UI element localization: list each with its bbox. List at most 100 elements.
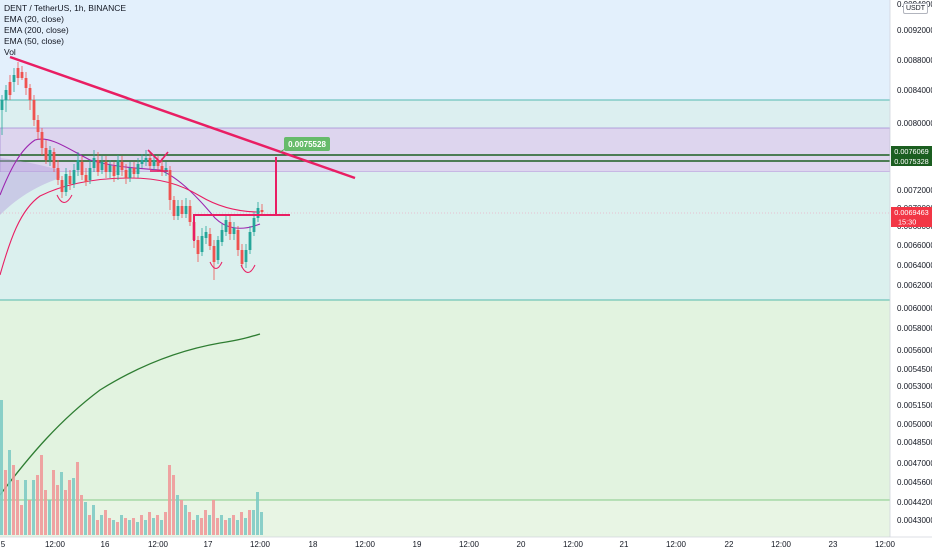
candle	[72, 164, 76, 188]
candle	[92, 150, 96, 172]
price-label: 0.0092000	[897, 26, 932, 35]
price-label: 0.0053000	[897, 382, 932, 391]
volume-bar	[92, 505, 95, 535]
volume-bar	[228, 518, 231, 535]
breakout-measure-base[interactable]	[193, 214, 290, 241]
volume-bar	[172, 475, 175, 535]
candle	[220, 224, 224, 246]
volume-bar	[0, 400, 3, 535]
candle	[8, 75, 12, 100]
volume-bar	[220, 515, 223, 535]
volume-bar	[212, 500, 215, 535]
volume-bar	[36, 475, 39, 535]
indicator-vol[interactable]: Vol	[4, 47, 16, 57]
price-label: 0.0062000	[897, 281, 932, 290]
volume-bar	[180, 500, 183, 535]
volume-bar	[52, 470, 55, 535]
curve-mark-2	[209, 261, 223, 269]
candle	[176, 200, 180, 220]
candle	[212, 240, 216, 280]
symbol-title[interactable]: DENT / TetherUS, 1h, BINANCE	[4, 3, 127, 13]
time-label: 12:00	[771, 540, 792, 549]
zone-teal-upper	[0, 100, 890, 128]
volume-bar	[184, 505, 187, 535]
indicator-ema20[interactable]: EMA (20, close)	[4, 14, 64, 24]
candle	[68, 170, 72, 190]
time-label: 12:00	[45, 540, 66, 549]
volume-bar	[156, 515, 159, 535]
volume-bar	[72, 478, 75, 535]
candle	[232, 222, 236, 240]
zone-top-blue	[0, 0, 890, 100]
volume-bar	[88, 515, 91, 535]
volume-bar	[256, 492, 259, 535]
arrow-drawing[interactable]	[147, 149, 169, 164]
time-label: 12:00	[666, 540, 687, 549]
price-label: 0.0066000	[897, 241, 932, 250]
volume-bar	[8, 450, 11, 535]
price-label: 0.0051500	[897, 401, 932, 410]
chart-legend[interactable]: DENT / TetherUS, 1h, BINANCE EMA (20, cl…	[4, 3, 126, 58]
price-label: 0.0050000	[897, 420, 932, 429]
candle	[200, 228, 204, 256]
volume-bar	[40, 455, 43, 535]
time-label: 17	[204, 540, 213, 549]
candle	[12, 68, 16, 92]
target-label-box[interactable]	[284, 137, 330, 151]
candle	[60, 176, 64, 198]
price-axis[interactable]	[890, 0, 932, 537]
descending-trendline[interactable]	[9, 55, 356, 180]
price-label: 0.0047000	[897, 459, 932, 468]
volume-bar	[252, 510, 255, 535]
volume-bar	[260, 512, 263, 535]
candle	[144, 150, 148, 166]
time-label: 12:00	[148, 540, 169, 549]
indicator-ema50[interactable]: EMA (50, close)	[4, 36, 64, 46]
candle	[88, 160, 92, 184]
volume-bar	[28, 500, 31, 535]
badge-level-2-text: 0.0075328	[894, 157, 929, 166]
volume-bar	[96, 520, 99, 535]
volume-bar	[44, 490, 47, 535]
volume-bar	[4, 470, 7, 535]
badge-last-price	[891, 207, 932, 227]
volume-bar	[68, 480, 71, 535]
candle	[132, 162, 136, 178]
time-label: 18	[309, 540, 318, 549]
volume-bar	[152, 518, 155, 535]
volume-bar	[164, 512, 167, 535]
indicator-ema200[interactable]: EMA (200, close)	[4, 25, 69, 35]
volume-bar	[196, 515, 199, 535]
candle	[164, 162, 168, 176]
volume-bar	[120, 515, 123, 535]
price-label: 0.0084000	[897, 86, 932, 95]
candle	[244, 244, 248, 268]
candle	[224, 214, 228, 236]
volume-bar	[200, 518, 203, 535]
candle	[136, 158, 140, 178]
volume-bar	[112, 520, 115, 535]
time-label: 21	[620, 540, 629, 549]
candle	[40, 128, 44, 155]
volume-bar	[76, 462, 79, 535]
candle	[180, 200, 184, 218]
candle	[104, 156, 108, 178]
volume-bars	[0, 400, 263, 535]
volume-bar	[56, 485, 59, 535]
volume-bar	[128, 520, 131, 535]
volume-bar	[140, 515, 143, 535]
time-axis[interactable]	[0, 537, 932, 550]
ema-50-line	[0, 177, 261, 276]
candle	[80, 156, 84, 180]
candle	[156, 156, 160, 172]
candle	[24, 72, 28, 95]
currency-label[interactable]: USDT	[902, 3, 928, 14]
candle	[16, 62, 20, 85]
ema-cloud	[0, 158, 60, 215]
volume-bar	[108, 518, 111, 535]
volume-bar	[236, 520, 239, 535]
time-label: 23	[829, 540, 838, 549]
price-label: 0.0088000	[897, 56, 932, 65]
